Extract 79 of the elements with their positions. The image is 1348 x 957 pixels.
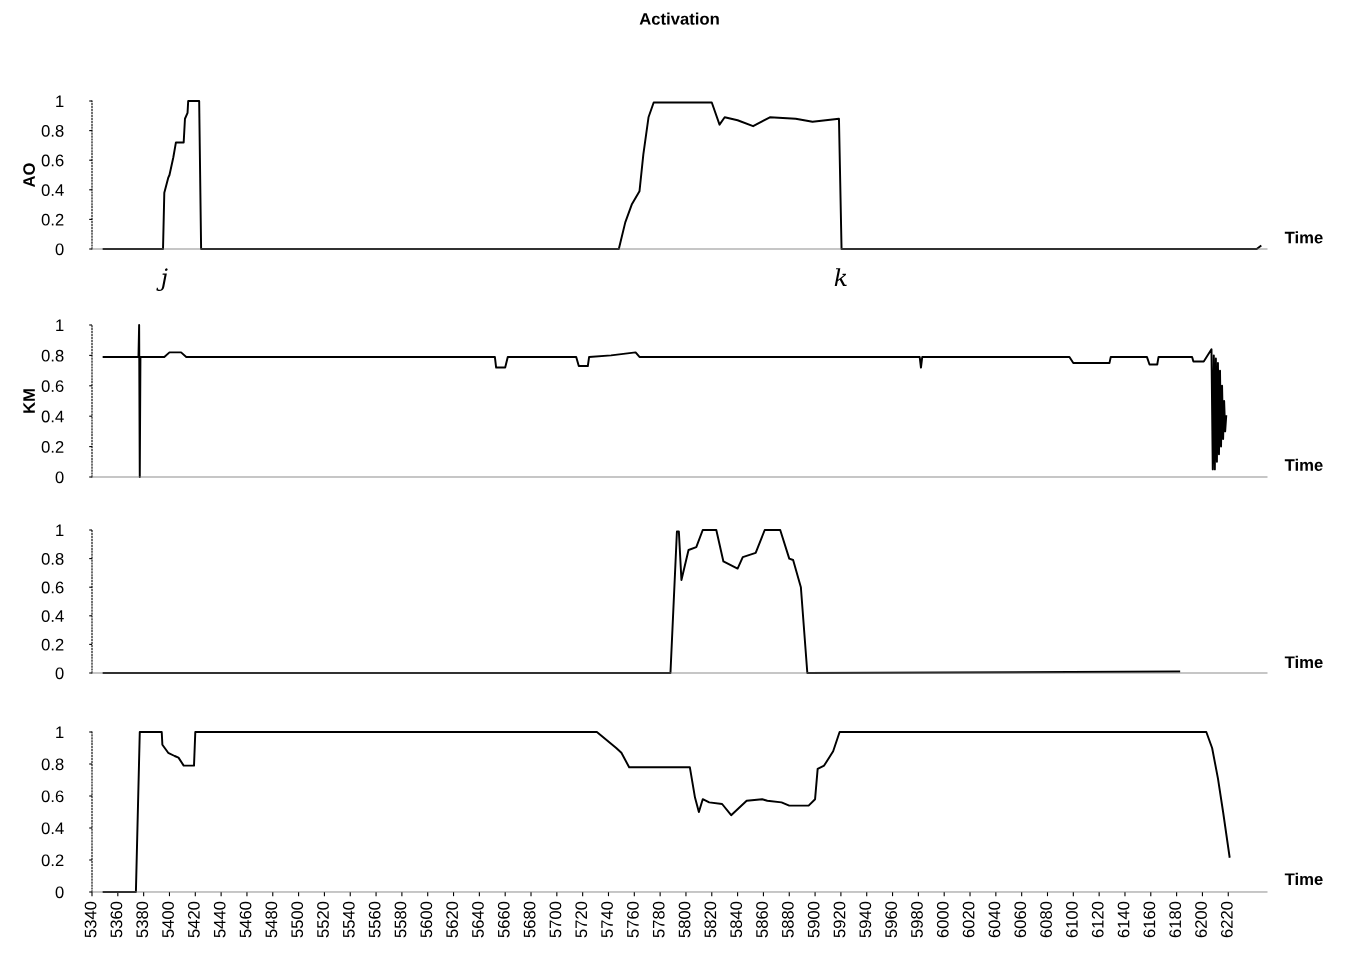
y-tick-label: 0 xyxy=(55,667,64,680)
x-tick-label: 6100 xyxy=(1065,901,1078,938)
x-tick-label: 5880 xyxy=(781,901,794,938)
x-tick-label: 6200 xyxy=(1195,901,1207,938)
x-tick-label: 5480 xyxy=(265,901,278,938)
x-tick-label: 6000 xyxy=(936,901,949,938)
y-tick-label: 0.2 xyxy=(41,638,64,651)
y-tick-label: 0.2 xyxy=(41,854,64,867)
x-tick-label: 5780 xyxy=(652,901,665,938)
y-tick-label: 0.2 xyxy=(41,213,64,226)
x-tick-label: 6120 xyxy=(1091,901,1104,938)
x-tick-label: 5760 xyxy=(626,901,639,938)
x-tick-label: 5900 xyxy=(807,901,820,938)
y-axis-title: KM xyxy=(23,389,35,413)
x-tick-label: 5360 xyxy=(110,901,123,938)
x-tick-label: 6040 xyxy=(988,901,1001,938)
y-tick-label: 1 xyxy=(56,319,64,332)
x-tick-label: 5680 xyxy=(523,901,536,938)
y-tick-label: 0.6 xyxy=(41,790,64,803)
x-axis-title: Time xyxy=(1284,655,1323,669)
annotation: j xyxy=(156,268,168,291)
x-tick-label: 5700 xyxy=(549,901,562,938)
y-tick-label: 1 xyxy=(56,524,64,537)
y-tick-label: 0.4 xyxy=(41,184,64,196)
y-tick-label: 1 xyxy=(56,726,64,739)
x-tick-label: 5800 xyxy=(678,901,691,938)
y-tick-label: 0.6 xyxy=(41,380,64,392)
line-series xyxy=(102,324,1228,478)
x-tick-label: 5920 xyxy=(833,901,846,938)
y-tick-label: 0.4 xyxy=(41,610,64,622)
x-axis-title: Time xyxy=(1284,872,1323,886)
x-tick-label: 5580 xyxy=(394,901,407,938)
y-tick-label: 0.2 xyxy=(41,441,64,453)
y-axis-title: AO xyxy=(23,163,35,188)
x-tick-label: 5720 xyxy=(575,901,588,938)
x-tick-label: 5860 xyxy=(756,901,768,938)
y-tick-label: 0.8 xyxy=(41,758,64,771)
x-tick-label: 5620 xyxy=(446,901,459,938)
x-tick-label: 6080 xyxy=(1040,901,1052,938)
x-tick-label: 5400 xyxy=(162,901,174,938)
x-axis-title: Time xyxy=(1284,458,1323,471)
y-tick-label: 0 xyxy=(55,886,64,899)
y-tick-label: 0.4 xyxy=(41,410,64,423)
x-tick-label: 6140 xyxy=(1117,901,1130,938)
x-tick-label: 5500 xyxy=(291,901,304,938)
x-tick-label: 5960 xyxy=(885,901,898,938)
x-tick-label: 5820 xyxy=(704,901,717,938)
y-tick-label: 0 xyxy=(55,243,64,256)
x-tick-label: 5540 xyxy=(342,901,355,938)
annotation: k xyxy=(834,268,847,287)
x-tick-label: 5420 xyxy=(187,901,200,938)
y-tick-label: 0.6 xyxy=(41,581,64,594)
x-tick-label: 6220 xyxy=(1220,901,1233,938)
x-tick-label: 5460 xyxy=(239,901,252,938)
chart-title: Activation xyxy=(639,12,719,25)
y-tick-label: 0.4 xyxy=(41,822,64,835)
x-tick-label: 6020 xyxy=(962,901,975,938)
x-tick-label: 5640 xyxy=(472,901,484,938)
x-tick-label: 5840 xyxy=(730,901,743,938)
x-tick-label: 5600 xyxy=(420,901,433,938)
y-tick-label: 0.8 xyxy=(41,349,64,362)
x-tick-label: 6160 xyxy=(1143,901,1156,938)
x-tick-label: 5740 xyxy=(601,901,613,938)
y-tick-label: 0.8 xyxy=(41,553,64,565)
x-tick-label: 5340 xyxy=(84,901,97,938)
x-tick-label: 6060 xyxy=(1014,901,1027,938)
x-tick-label: 5660 xyxy=(497,901,510,938)
y-tick-label: 0.6 xyxy=(41,154,64,167)
x-tick-label: 5380 xyxy=(136,901,149,938)
y-tick-label: 1 xyxy=(56,95,64,108)
x-tick-label: 6180 xyxy=(1169,901,1182,938)
x-tick-label: 5560 xyxy=(368,901,381,938)
x-tick-label: 5440 xyxy=(213,901,226,938)
y-tick-label: 0.8 xyxy=(41,125,64,137)
x-tick-label: 5520 xyxy=(317,901,329,938)
x-tick-label: 5980 xyxy=(911,901,923,938)
x-axis-title: Time xyxy=(1284,231,1323,244)
x-tick-label: 5940 xyxy=(859,901,872,938)
y-tick-label: 0 xyxy=(55,471,64,484)
